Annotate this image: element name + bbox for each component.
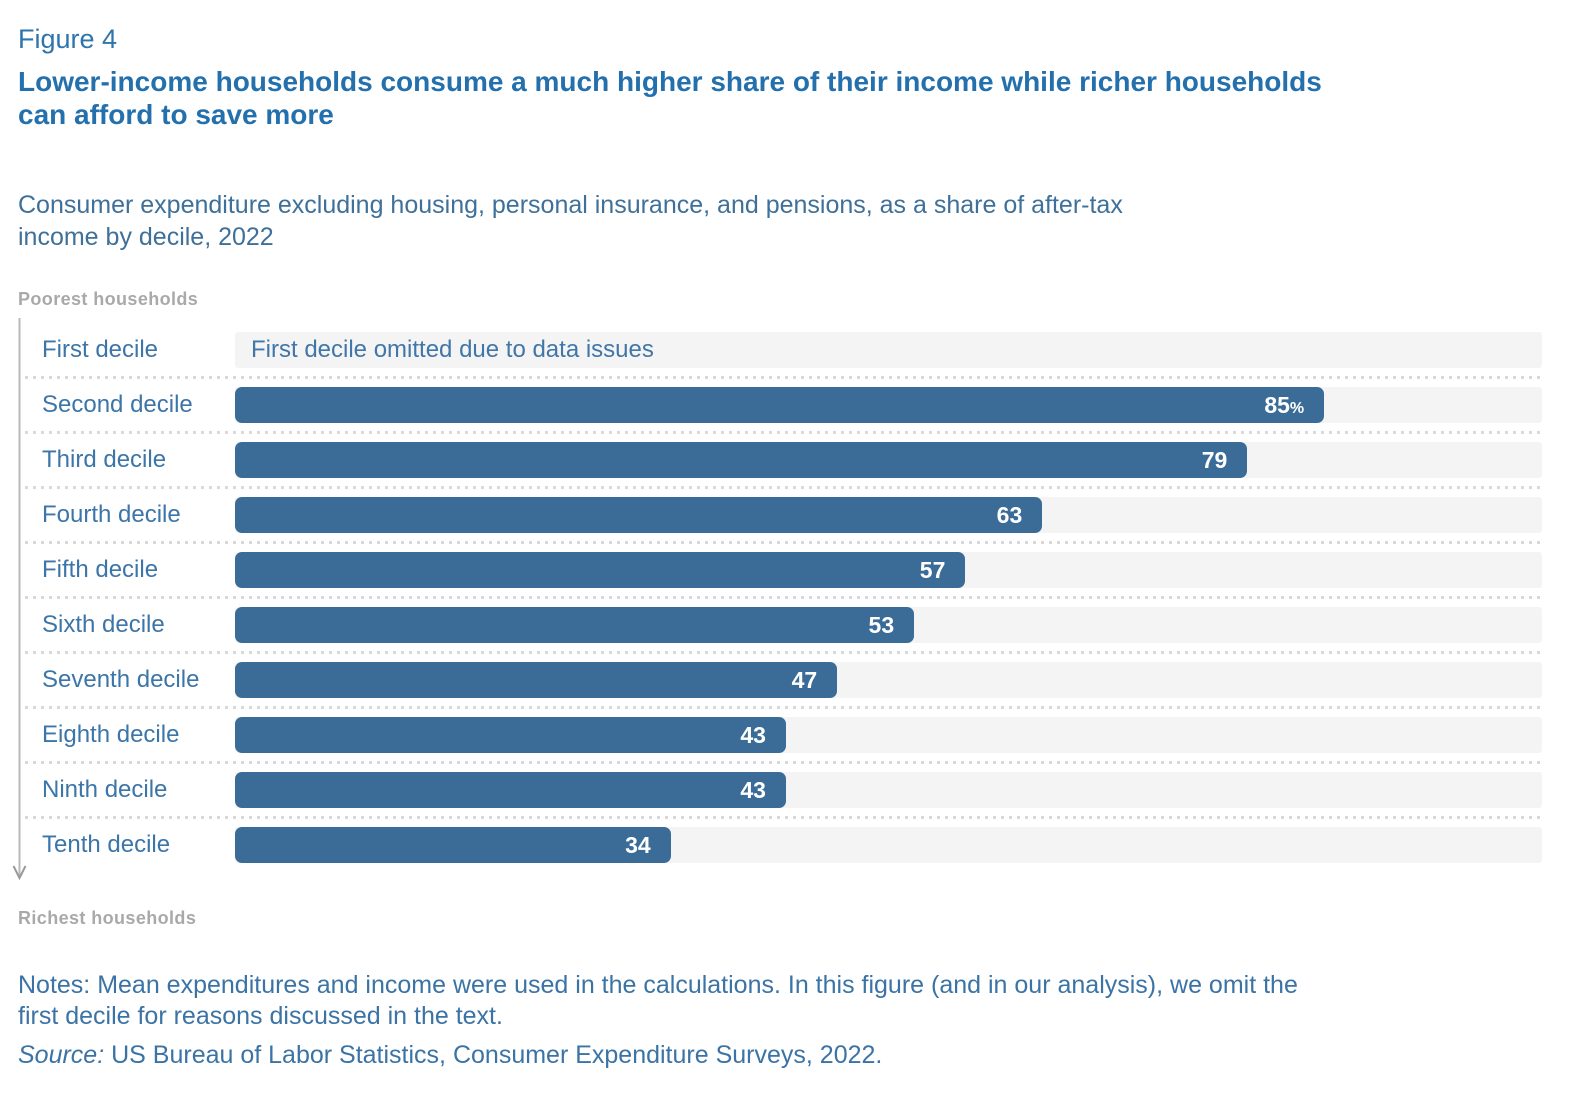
row-separator: [25, 596, 1542, 599]
category-label: Eighth decile: [42, 721, 180, 748]
chart-row-content: Third decile 79: [0, 442, 1592, 478]
row-separator: [25, 761, 1542, 764]
value-bar: 85%: [235, 387, 1325, 423]
row-separator: [25, 541, 1542, 544]
axis-label-richest: Richest households: [18, 908, 197, 928]
chart-row-content: Fifth decile 57: [0, 552, 1592, 588]
omitted-note: First decile omitted due to data issues: [251, 336, 654, 363]
chart-row: First decile First decile omitted due to …: [0, 332, 1592, 387]
chart-row: Tenth decile 34: [0, 827, 1592, 882]
source-label: Source:: [18, 1041, 105, 1069]
chart-row: Eighth decile 43: [0, 717, 1592, 772]
notes-line-2: first decile for reasons discussed in th…: [18, 1002, 503, 1030]
bar-track: 63: [235, 497, 1542, 533]
category-label: Third decile: [42, 446, 167, 473]
chart-row: Sixth decile 53: [0, 607, 1592, 662]
value-label: 34: [625, 831, 651, 858]
chart-row: Fifth decile 57: [0, 552, 1592, 607]
category-label: First decile: [42, 336, 159, 363]
figure-title-line-1: Lower-income households consume a much h…: [18, 66, 1322, 97]
category-label: Sixth decile: [42, 611, 165, 638]
row-separator: [25, 376, 1542, 379]
figure-title-line-2: can afford to save more: [18, 99, 334, 130]
row-separator: [25, 431, 1542, 434]
bar-chart: Poorest households First decile First dec…: [0, 289, 1592, 929]
value-bar: 79: [235, 442, 1248, 478]
percent-sign: %: [1289, 399, 1305, 417]
value-label: 53: [868, 611, 895, 638]
value-label: 85%: [1264, 391, 1305, 418]
value-bar: 43: [235, 772, 786, 808]
source-body: US Bureau of Labor Statistics, Consumer …: [104, 1041, 883, 1069]
value-label: 57: [919, 556, 946, 583]
value-label: 63: [996, 501, 1023, 528]
value-bar: 34: [235, 827, 671, 863]
category-label: Second decile: [42, 391, 193, 418]
chart-row: Fourth decile 63: [0, 497, 1592, 552]
bar-track: 43: [235, 717, 1542, 753]
value-bar: 53: [235, 607, 915, 643]
row-separator: [25, 816, 1542, 819]
bar-track: 47: [235, 662, 1542, 698]
bar-track: 34: [235, 827, 1542, 863]
value-label: 43: [740, 776, 766, 803]
category-label: Tenth decile: [42, 831, 171, 858]
decile-axis-arrow-icon: [12, 318, 27, 881]
notes-text: Notes: Mean expenditures and income were…: [18, 970, 1574, 1032]
figure-label: Figure 4: [18, 24, 118, 54]
bar-track: First decile omitted due to data issues: [235, 332, 1542, 368]
row-separator: [25, 651, 1542, 654]
chart-subtitle-line-2: income by decile, 2022: [18, 223, 274, 251]
chart-row-content: First decile First decile omitted due to …: [0, 332, 1592, 368]
chart-row-content: Second decile 85%: [0, 387, 1592, 423]
chart-subtitle: Consumer expenditure excluding housing, …: [18, 189, 1574, 253]
chart-rows: First decile First decile omitted due to …: [0, 332, 1592, 882]
bar-track: 79: [235, 442, 1542, 478]
chart-row-content: Ninth decile 43: [0, 772, 1592, 808]
axis-label-poorest: Poorest households: [18, 289, 199, 309]
chart-subtitle-line-1: Consumer expenditure excluding housing, …: [18, 191, 1123, 219]
bar-track: 57: [235, 552, 1542, 588]
value-bar: 43: [235, 717, 786, 753]
chart-row: Third decile 79: [0, 442, 1592, 497]
chart-row: Ninth decile 43: [0, 772, 1592, 827]
value-bar: 57: [235, 552, 966, 588]
chart-row-content: Fourth decile 63: [0, 497, 1592, 533]
value-bar: 47: [235, 662, 838, 698]
notes-line-1: Notes: Mean expenditures and income were…: [18, 971, 1298, 999]
source-text: Source: US Bureau of Labor Statistics, C…: [18, 1040, 1574, 1071]
chart-row-content: Tenth decile 34: [0, 827, 1592, 863]
bar-track: 53: [235, 607, 1542, 643]
chart-row: Second decile 85%: [0, 387, 1592, 442]
category-label: Seventh decile: [42, 666, 200, 693]
figure-title: Lower-income households consume a much h…: [18, 65, 1574, 131]
bar-track: 43: [235, 772, 1542, 808]
category-label: Fifth decile: [42, 556, 159, 583]
value-label: 47: [791, 666, 818, 693]
chart-row-content: Seventh decile 47: [0, 662, 1592, 698]
value-label: 79: [1201, 446, 1228, 473]
row-separator: [25, 706, 1542, 709]
chart-row-content: Sixth decile 53: [0, 607, 1592, 643]
value-bar: 63: [235, 497, 1043, 533]
chart-row-content: Eighth decile 43: [0, 717, 1592, 753]
bar-track: 85%: [235, 387, 1542, 423]
row-separator: [25, 486, 1542, 489]
category-label: Fourth decile: [42, 501, 181, 528]
value-label: 43: [740, 721, 766, 748]
chart-row: Seventh decile 47: [0, 662, 1592, 717]
chart-body: First decile First decile omitted due to …: [0, 318, 1592, 882]
category-label: Ninth decile: [42, 776, 168, 803]
